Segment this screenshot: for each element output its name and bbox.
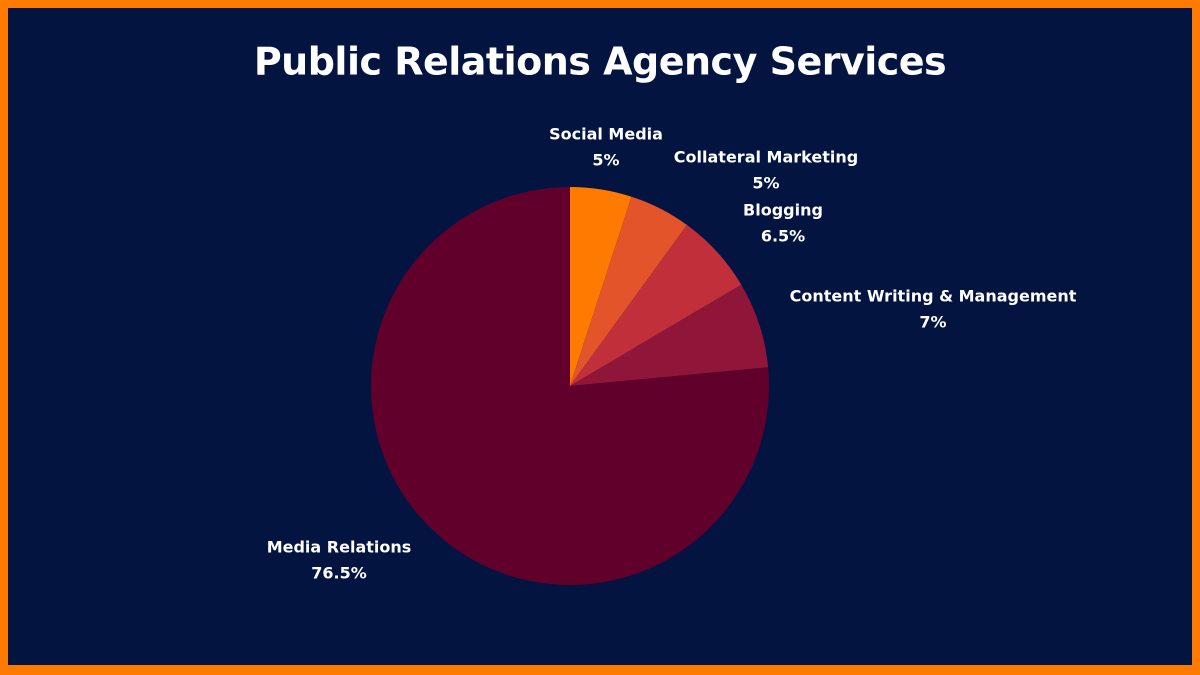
- chart-title: Public Relations Agency Services: [254, 40, 946, 84]
- pie-slice: [570, 225, 742, 386]
- pie-slice: [570, 196, 687, 386]
- pie-slice: [371, 187, 769, 585]
- slice-label: Collateral Marketing: [674, 148, 858, 167]
- slice-value-label: 6.5%: [761, 227, 805, 246]
- slice-value-label: 5%: [752, 174, 779, 193]
- slice-label: Content Writing & Management: [790, 287, 1077, 306]
- slice-label: Media Relations: [267, 538, 412, 557]
- slice-value-label: 76.5%: [311, 564, 367, 583]
- pie-slice: [570, 284, 769, 386]
- pie-slice: [570, 187, 632, 386]
- slice-label: Blogging: [743, 201, 823, 220]
- slice-value-label: 5%: [592, 151, 619, 170]
- slice-label: Social Media: [549, 125, 663, 144]
- slice-value-label: 7%: [919, 313, 946, 332]
